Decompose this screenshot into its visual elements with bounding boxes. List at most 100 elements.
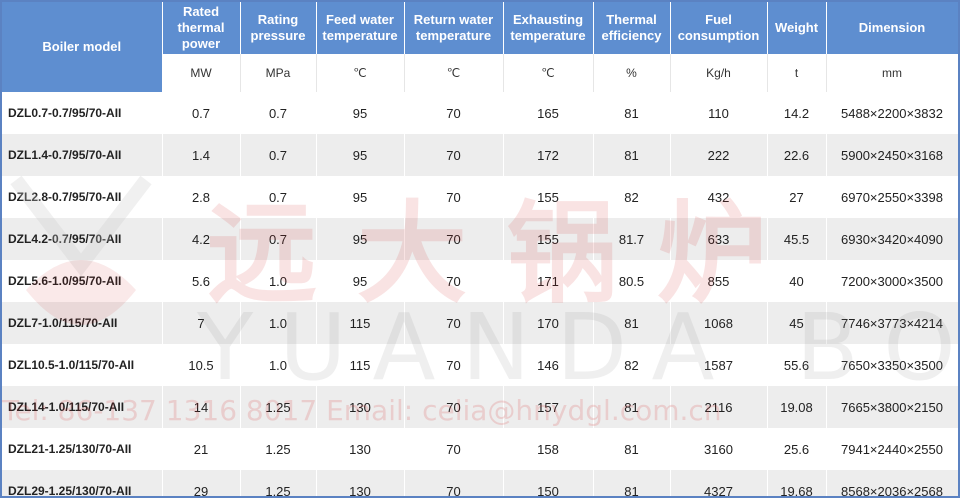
cell-thermal-efficiency: 81.7 [593,218,671,260]
cell-rating-pressure: 0.7 [240,176,317,218]
cell-exhausting-temperature: 170 [503,302,594,344]
unit-cell: t [767,54,827,92]
cell-fuel-consumption: 3160 [670,428,768,470]
unit-cell: % [593,54,671,92]
cell-return-water-temperature: 70 [404,92,504,134]
table-row: DZL4.2-0.7/95/70-AII 4.2 0.7 95 70 155 81.7 633… [2,218,958,260]
cell-return-water-temperature: 70 [404,344,504,386]
cell-weight: 27 [767,176,827,218]
cell-rating-pressure: 1.0 [240,344,317,386]
cell-fuel-consumption: 110 [670,92,768,134]
cell-return-water-temperature: 70 [404,386,504,428]
cell-feed-water-temperature: 130 [316,470,405,496]
cell-weight: 45 [767,302,827,344]
cell-exhausting-temperature: 171 [503,260,594,302]
cell-thermal-efficiency: 81 [593,92,671,134]
cell-rated-thermal-power: 14 [162,386,241,428]
cell-feed-water-temperature: 115 [316,344,405,386]
cell-thermal-efficiency: 81 [593,428,671,470]
cell-model: DZL29-1.25/130/70-AII [2,470,163,496]
cell-thermal-efficiency: 82 [593,344,671,386]
cell-model: DZL14-1.0/115/70-AII [2,386,163,428]
cell-thermal-efficiency: 81 [593,386,671,428]
spec-table-body: DZL0.7-0.7/95/70-AII 0.7 0.7 95 70 165 81 110 14… [2,92,958,496]
cell-fuel-consumption: 222 [670,134,768,176]
cell-return-water-temperature: 70 [404,218,504,260]
cell-model: DZL5.6-1.0/95/70-AII [2,260,163,302]
cell-rated-thermal-power: 5.6 [162,260,241,302]
units-row: MW MPa ℃ ℃ ℃ % Kg/h t mm [2,54,958,92]
cell-fuel-consumption: 1587 [670,344,768,386]
cell-dimension: 6930×3420×4090 [826,218,958,260]
table-row: DZL10.5-1.0/115/70-AII 10.5 1.0 115 70 146 82 1… [2,344,958,386]
header-fuel-consumption: Fuel consumption [670,2,768,54]
cell-return-water-temperature: 70 [404,134,504,176]
cell-fuel-consumption: 432 [670,176,768,218]
unit-cell: ℃ [316,54,405,92]
cell-feed-water-temperature: 115 [316,302,405,344]
cell-exhausting-temperature: 158 [503,428,594,470]
cell-rating-pressure: 0.7 [240,218,317,260]
cell-dimension: 6970×2550×3398 [826,176,958,218]
table-row: DZL0.7-0.7/95/70-AII 0.7 0.7 95 70 165 81 110 14… [2,92,958,134]
cell-feed-water-temperature: 130 [316,386,405,428]
cell-fuel-consumption: 4327 [670,470,768,496]
unit-cell: MPa [240,54,317,92]
cell-return-water-temperature: 70 [404,470,504,496]
cell-return-water-temperature: 70 [404,176,504,218]
cell-model: DZL7-1.0/115/70-AII [2,302,163,344]
header-rating-pressure: Rating pressure [240,2,317,54]
cell-fuel-consumption: 2116 [670,386,768,428]
unit-cell: MW [162,54,241,92]
header-weight: Weight [767,2,827,54]
table-row: DZL21-1.25/130/70-AII 21 1.25 130 70 158 81 316… [2,428,958,470]
cell-feed-water-temperature: 95 [316,134,405,176]
cell-weight: 25.6 [767,428,827,470]
table-row: DZL2.8-0.7/95/70-AII 2.8 0.7 95 70 155 82 432 27… [2,176,958,218]
cell-rated-thermal-power: 1.4 [162,134,241,176]
cell-exhausting-temperature: 165 [503,92,594,134]
header-rated-thermal-power: Rated thermal power [162,2,241,54]
table-row: DZL7-1.0/115/70-AII 7 1.0 115 70 170 81 1068 45 7… [2,302,958,344]
cell-exhausting-temperature: 157 [503,386,594,428]
header-thermal-efficiency: Thermal efficiency [593,2,671,54]
cell-rated-thermal-power: 0.7 [162,92,241,134]
header-exhausting-temperature: Exhausting temperature [503,2,594,54]
cell-exhausting-temperature: 155 [503,176,594,218]
cell-return-water-temperature: 70 [404,428,504,470]
cell-dimension: 7746×3773×4214 [826,302,958,344]
table-row: DZL29-1.25/130/70-AII 29 1.25 130 70 150 81 432… [2,470,958,496]
cell-feed-water-temperature: 95 [316,260,405,302]
cell-exhausting-temperature: 146 [503,344,594,386]
unit-cell: mm [826,54,958,92]
cell-feed-water-temperature: 95 [316,92,405,134]
cell-rated-thermal-power: 2.8 [162,176,241,218]
cell-rated-thermal-power: 4.2 [162,218,241,260]
cell-thermal-efficiency: 82 [593,176,671,218]
unit-cell: ℃ [404,54,504,92]
cell-rating-pressure: 1.0 [240,260,317,302]
unit-cell: ℃ [503,54,594,92]
cell-return-water-temperature: 70 [404,302,504,344]
cell-dimension: 7665×3800×2150 [826,386,958,428]
cell-exhausting-temperature: 172 [503,134,594,176]
cell-rating-pressure: 1.0 [240,302,317,344]
table-row: DZL5.6-1.0/95/70-AII 5.6 1.0 95 70 171 80.5 855… [2,260,958,302]
cell-exhausting-temperature: 155 [503,218,594,260]
cell-rating-pressure: 0.7 [240,92,317,134]
cell-model: DZL0.7-0.7/95/70-AII [2,92,163,134]
cell-weight: 40 [767,260,827,302]
cell-thermal-efficiency: 81 [593,134,671,176]
cell-rating-pressure: 1.25 [240,470,317,496]
cell-feed-water-temperature: 95 [316,218,405,260]
cell-weight: 45.5 [767,218,827,260]
cell-rated-thermal-power: 21 [162,428,241,470]
cell-dimension: 5900×2450×3168 [826,134,958,176]
cell-fuel-consumption: 855 [670,260,768,302]
header-boiler-model: Boiler model [2,2,163,92]
table-row: DZL14-1.0/115/70-AII 14 1.25 130 70 157 81 2116… [2,386,958,428]
cell-dimension: 7200×3000×3500 [826,260,958,302]
cell-exhausting-temperature: 150 [503,470,594,496]
cell-model: DZL4.2-0.7/95/70-AII [2,218,163,260]
